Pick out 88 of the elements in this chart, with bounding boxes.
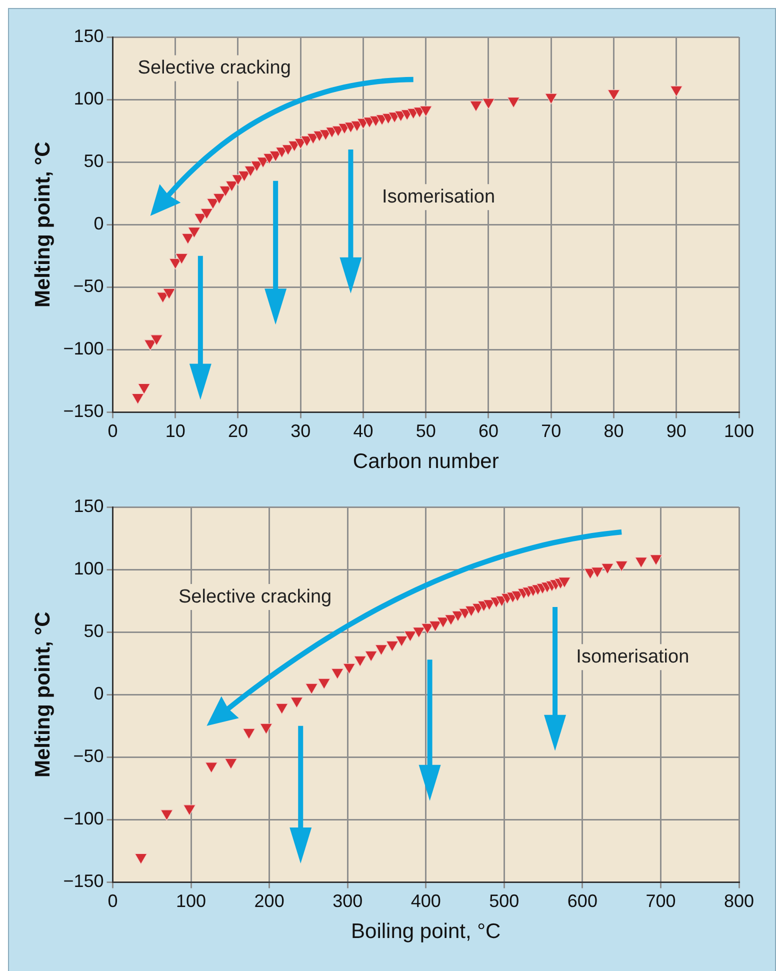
- point: [200, 208, 214, 220]
- x-tick-label: 600: [567, 890, 598, 911]
- point: [260, 723, 273, 734]
- x-axis-title: Carbon number: [352, 450, 499, 474]
- point: [225, 180, 238, 192]
- point: [590, 566, 604, 578]
- y-tick-label: 150: [74, 26, 104, 46]
- x-axis-title: Boiling point, °C: [351, 920, 501, 944]
- x-tick-label: 50: [416, 420, 436, 441]
- point: [160, 810, 174, 821]
- point: [342, 663, 356, 674]
- annotation: Selective cracking: [178, 586, 332, 608]
- annotation: Isomerisation: [576, 646, 690, 668]
- point: [331, 668, 344, 680]
- point: [482, 98, 495, 110]
- y-tick-label: −150: [63, 401, 104, 422]
- x-tick-label: 800: [724, 890, 754, 911]
- x-tick-label: 40: [353, 420, 374, 441]
- point: [420, 106, 432, 117]
- point: [650, 554, 662, 566]
- y-tick-label: −50: [73, 276, 104, 296]
- point: [144, 340, 157, 351]
- point: [404, 630, 417, 642]
- y-tick-label: 50: [84, 621, 104, 642]
- x-tick-label: 20: [228, 420, 248, 441]
- x-tick-label: 100: [724, 420, 754, 441]
- annotation: Isomerisation: [382, 186, 496, 208]
- x-tick-label: 200: [254, 890, 284, 911]
- point: [615, 560, 628, 572]
- x-tick-label: 80: [604, 420, 624, 441]
- point: [305, 683, 318, 694]
- point: [175, 253, 188, 264]
- x-tick-label: 70: [541, 420, 562, 441]
- point: [188, 227, 201, 238]
- point: [224, 758, 238, 770]
- point: [275, 703, 288, 714]
- point: [395, 636, 408, 647]
- x-tick-label: 0: [108, 420, 118, 441]
- point: [242, 728, 256, 740]
- point: [558, 576, 571, 588]
- y-tick-label: 50: [84, 151, 104, 172]
- y-axis-title: Melting point, °C: [31, 612, 54, 778]
- point: [238, 170, 251, 182]
- point: [212, 193, 226, 204]
- point: [374, 644, 388, 656]
- y-tick-label: 0: [94, 684, 104, 704]
- y-tick-label: 100: [74, 88, 104, 108]
- x-tick-label: 0: [108, 890, 118, 911]
- point: [162, 288, 176, 300]
- point: [354, 656, 366, 667]
- point: [607, 89, 620, 101]
- point: [318, 678, 330, 690]
- y-tick-label: 100: [74, 558, 104, 578]
- point: [131, 393, 144, 404]
- point: [670, 86, 683, 97]
- y-tick-label: −100: [63, 338, 104, 359]
- x-tick-label: 500: [489, 890, 520, 911]
- point: [364, 650, 378, 662]
- point: [183, 804, 196, 816]
- y-tick-label: −100: [63, 808, 104, 829]
- point: [182, 233, 194, 244]
- y-axis-title: Melting point, °C: [31, 142, 54, 308]
- point: [205, 762, 218, 774]
- point: [544, 93, 558, 104]
- point: [412, 627, 426, 638]
- x-tick-label: 300: [332, 890, 363, 911]
- point: [290, 697, 304, 708]
- x-tick-label: 400: [410, 890, 441, 911]
- annotation: Selective cracking: [138, 58, 291, 78]
- point: [138, 383, 150, 394]
- point: [134, 853, 148, 864]
- point: [428, 620, 442, 632]
- point: [507, 96, 520, 108]
- y-tick-label: 150: [74, 496, 104, 516]
- y-tick-label: −50: [73, 746, 104, 766]
- x-tick-label: 30: [290, 420, 311, 441]
- point: [386, 640, 399, 652]
- point: [634, 556, 648, 568]
- y-tick-label: 0: [94, 214, 104, 234]
- point: [601, 563, 614, 574]
- x-tick-label: 90: [666, 420, 686, 441]
- x-tick-label: 100: [176, 890, 206, 911]
- y-tick-label: −150: [63, 871, 104, 892]
- point: [470, 100, 482, 112]
- x-tick-label: 60: [478, 420, 499, 441]
- point: [150, 334, 163, 346]
- x-tick-label: 10: [165, 420, 186, 441]
- x-tick-label: 700: [646, 890, 676, 911]
